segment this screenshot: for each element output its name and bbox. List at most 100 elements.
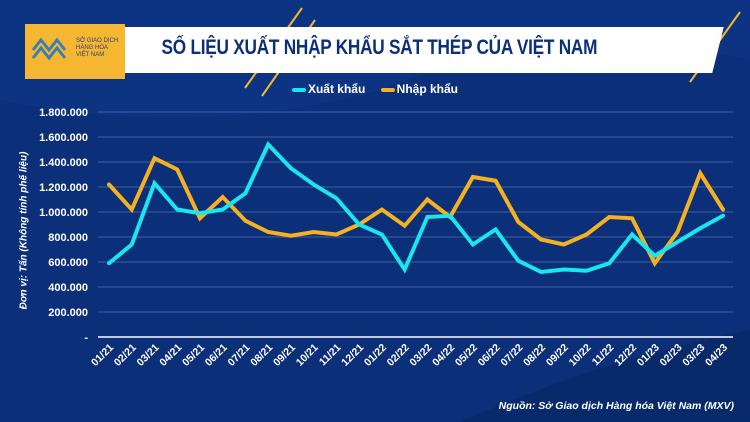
y-tick-label: 1.800.000 (39, 107, 88, 119)
x-tick-label: 07/21 (225, 342, 252, 369)
x-tick-label: 03/21 (135, 342, 162, 369)
data-point (540, 271, 542, 273)
data-point (153, 157, 155, 159)
x-tick-label: 12/22 (612, 342, 639, 369)
x-tick-label: 07/22 (498, 342, 525, 369)
x-tick-label: 01/21 (89, 342, 116, 369)
data-point (631, 217, 633, 219)
data-point (677, 241, 679, 243)
data-point (654, 255, 656, 257)
data-point (131, 244, 133, 245)
y-tick-label: 200.000 (48, 307, 88, 319)
y-tick-label: 400.000 (48, 282, 88, 294)
data-point (131, 209, 133, 210)
x-tick-label: 05/21 (180, 342, 207, 369)
x-tick-label: 06/22 (476, 342, 503, 369)
x-tick-label: 12/21 (339, 342, 366, 369)
data-point (586, 234, 588, 235)
data-point (517, 260, 519, 262)
data-point (176, 169, 178, 170)
data-point (313, 231, 315, 233)
data-point (290, 235, 292, 237)
data-point (722, 209, 724, 210)
data-point (517, 221, 519, 223)
y-tick-label: 1.400.000 (39, 157, 88, 169)
data-point (267, 144, 269, 145)
y-tick-label: 1.000.000 (39, 207, 88, 219)
logo (25, 24, 125, 79)
data-point (222, 196, 224, 198)
x-tick-label: 10/21 (294, 342, 321, 369)
data-point (381, 234, 383, 235)
series-line-import (107, 155, 725, 268)
legend-swatch-export (291, 87, 306, 92)
y-tick-label: 1.600.000 (39, 132, 88, 144)
data-point (426, 216, 428, 218)
logo-text: SỞ GIAO DỊCH HÀNG HÓA VIỆT NAM (76, 38, 119, 58)
x-tick-label: 04/22 (430, 342, 457, 369)
data-point (381, 209, 383, 210)
data-point (222, 209, 224, 210)
data-point (722, 215, 724, 217)
page-title: SỐ LIỆU XUẤT NHẬP KHẨU SẮT THÉP CỦA VIỆT… (161, 36, 598, 59)
legend: Xuất khẩu Nhập khẩu (0, 82, 750, 96)
series-line-export (107, 141, 725, 275)
data-point (540, 239, 542, 240)
data-point (199, 212, 201, 214)
data-point (586, 270, 588, 272)
x-tick-label: 02/21 (112, 342, 139, 369)
data-point (244, 220, 246, 222)
data-point (199, 217, 201, 219)
legend-label-export: Xuất khẩu (307, 82, 366, 96)
x-tick-label: 11/22 (590, 342, 617, 369)
x-tick-label: 11/21 (317, 342, 344, 369)
x-tick-label: 06/21 (203, 342, 230, 369)
data-point (449, 215, 451, 217)
data-point (176, 209, 178, 210)
data-point (699, 172, 701, 174)
legend-swatch-import (380, 87, 395, 92)
data-point (335, 234, 337, 235)
data-point (404, 225, 406, 227)
y-tick-label: 1.200.000 (39, 182, 88, 194)
x-tick-label: 01/23 (635, 342, 662, 369)
data-point (426, 199, 428, 200)
data-point (677, 231, 679, 233)
data-point (631, 234, 633, 235)
data-point (495, 180, 497, 182)
data-point (472, 244, 474, 245)
data-point (358, 224, 360, 225)
data-point (313, 184, 315, 185)
data-point (495, 229, 497, 230)
x-tick-label: 03/23 (680, 342, 707, 369)
x-tick-label: 04/23 (703, 342, 730, 369)
data-point (290, 167, 292, 169)
legend-import: Nhập khẩu (380, 82, 459, 96)
x-tick-label: 05/22 (453, 342, 480, 369)
data-point (267, 231, 269, 233)
x-tick-label: 10/22 (567, 342, 594, 369)
data-point (608, 262, 610, 264)
data-point (472, 176, 474, 178)
data-point (563, 269, 565, 270)
data-point (335, 197, 337, 199)
legend-label-import: Nhập khẩu (396, 82, 459, 96)
data-point (153, 182, 155, 184)
source-note: Nguồn: Sở Giao dịch Hàng hóa Việt Nam (M… (498, 400, 734, 412)
data-point (108, 184, 110, 185)
logo-mark-icon (31, 37, 67, 61)
x-tick-label: 08/21 (248, 342, 275, 369)
x-tick-label: 04/21 (157, 342, 184, 369)
y-tick-label: 600.000 (48, 257, 88, 269)
data-point (654, 262, 656, 264)
data-point (563, 244, 565, 245)
y-tick-label: 800.000 (48, 232, 88, 244)
x-tick-label: 09/21 (271, 342, 298, 369)
data-point (699, 227, 701, 229)
x-tick-label: 08/22 (521, 342, 548, 369)
x-tick-label: 02/22 (385, 342, 412, 369)
x-tick-label: 03/22 (407, 342, 434, 369)
x-tick-label: 09/22 (544, 342, 571, 369)
x-tick-label: 02/23 (658, 342, 685, 369)
